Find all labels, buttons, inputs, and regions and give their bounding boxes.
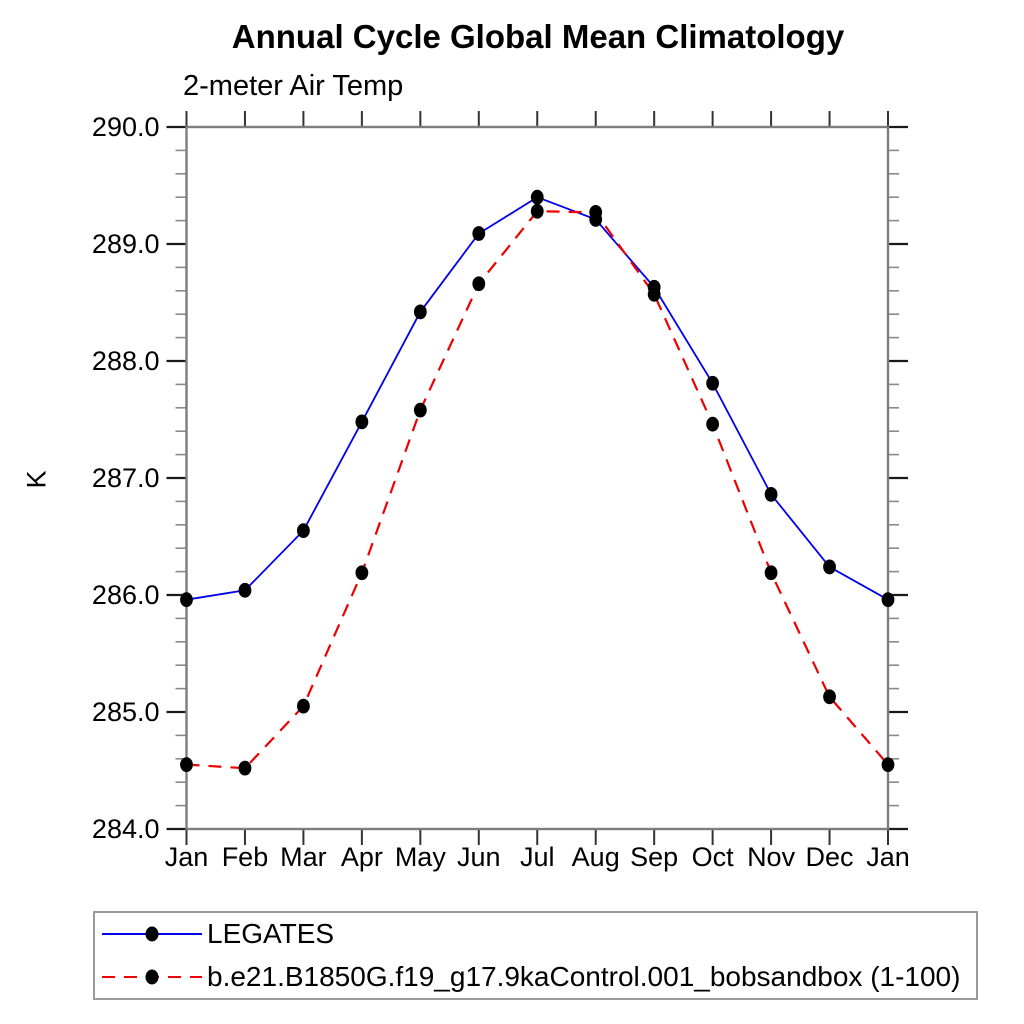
legend-line-sample-solid-blue [102,926,202,942]
x-tick-label: Sep [630,842,678,872]
data-point-series-1 [238,760,252,776]
y-tick-label: 290.0 [92,112,160,142]
data-point-series-0 [297,523,310,539]
y-tick-label: 285.0 [92,697,160,727]
data-point-series-1 [881,757,895,773]
y-tick-label: 284.0 [92,814,160,844]
data-point-series-1 [530,203,544,219]
data-point-series-0 [706,375,720,391]
data-point-series-0 [180,592,193,608]
data-point-series-1 [589,205,603,220]
x-tick-label: Jul [520,842,555,872]
x-tick-label: May [395,842,447,872]
data-point-series-1 [764,565,778,581]
data-point-series-0 [881,592,895,608]
data-point-series-1 [647,286,661,302]
data-point-series-0 [413,304,427,320]
data-point-series-1 [472,276,486,292]
x-tick-label: Aug [572,842,620,872]
data-point-series-1 [180,757,193,773]
series-line-0 [186,196,889,601]
x-tick-label: Nov [747,842,796,872]
data-point-series-0 [472,226,486,241]
data-point-series-0 [823,559,836,575]
y-tick-label: 286.0 [92,580,160,610]
data-point-series-1 [355,565,369,581]
series-line-1 [186,210,889,770]
legend-entry-legates: LEGATES [95,914,976,954]
y-tick-label: 289.0 [92,229,160,259]
x-tick-label: Mar [280,842,327,872]
data-point-series-0 [764,486,778,502]
data-point-series-1 [297,698,310,714]
chart-subtitle: 2-meter Air Temp [183,70,404,102]
x-tick-label: Jan [866,842,910,872]
data-point-series-0 [530,189,544,205]
data-point-series-0 [238,582,252,598]
x-tick-label: Dec [806,842,854,872]
legend-label-legates: LEGATES [207,918,335,950]
x-tick-label: Feb [222,842,269,872]
legend-marker-dot [145,969,159,985]
legend-label-model: b.e21.B1850G.f19_g17.9kaControl.001_bobs… [207,960,961,992]
legend-line-sample-dashed-red [102,969,202,985]
x-tick-label: Jun [457,842,501,872]
y-tick-label: 287.0 [92,463,160,493]
data-point-series-1 [413,402,427,418]
legend-entry-model: b.e21.B1850G.f19_g17.9kaControl.001_bobs… [95,957,976,997]
data-point-series-1 [823,689,836,705]
legend-marker-dot [145,926,159,942]
plot-box [185,125,890,831]
chart-title: Annual Cycle Global Mean Climatology [231,18,845,55]
y-tick-label: 288.0 [92,346,160,376]
legend: LEGATES b.e21.B1850G.f19_g17.9kaControl.… [93,911,978,1000]
data-point-series-1 [706,416,720,432]
x-tick-label: Apr [341,842,383,872]
data-point-series-0 [355,414,369,430]
x-tick-label: Oct [692,842,735,872]
x-tick-label: Jan [165,842,209,872]
